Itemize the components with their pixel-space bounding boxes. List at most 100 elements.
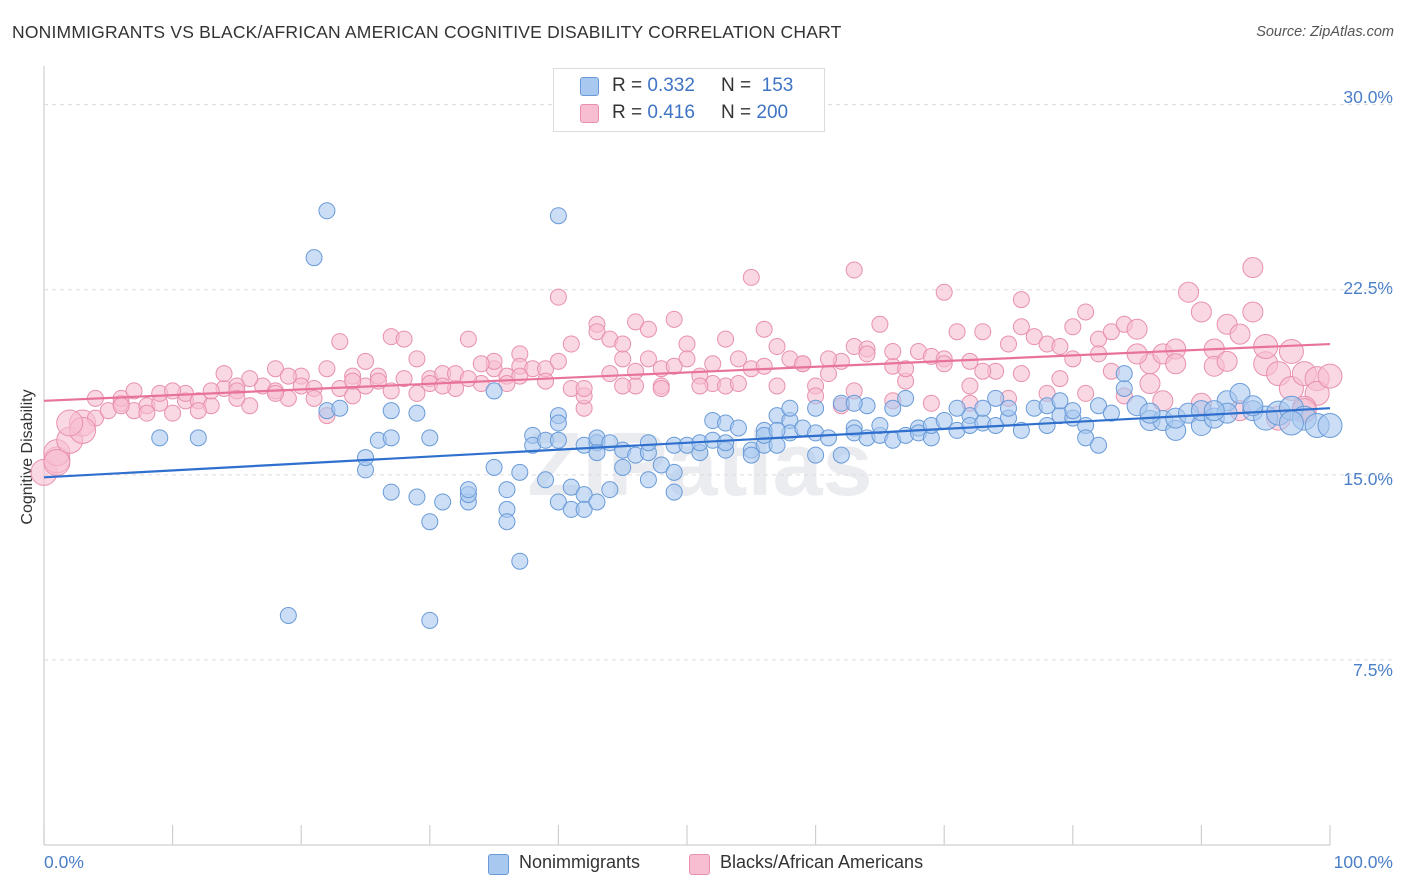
point-blacks	[819, 365, 837, 383]
point-blacks	[164, 382, 182, 400]
point-blacks	[164, 404, 182, 422]
n-value: 200	[756, 102, 789, 123]
point-blacks	[1165, 353, 1187, 375]
point-nonimmigrants	[421, 429, 439, 447]
point-nonimmigrants	[189, 429, 207, 447]
point-nonimmigrants	[1012, 421, 1030, 439]
point-nonimmigrants	[382, 483, 400, 501]
point-blacks	[614, 350, 632, 368]
point-blacks	[614, 377, 632, 395]
point-nonimmigrants	[408, 404, 426, 422]
point-nonimmigrants	[421, 513, 439, 531]
r-label: R =	[612, 75, 643, 96]
point-nonimmigrants	[987, 389, 1005, 407]
point-nonimmigrants	[729, 419, 747, 437]
point-blacks	[459, 370, 477, 388]
point-blacks	[1025, 328, 1043, 346]
point-nonimmigrants	[742, 446, 760, 464]
y-tick-label-15: 15.0%	[1343, 469, 1393, 489]
point-blacks	[1064, 350, 1082, 368]
point-nonimmigrants	[1242, 395, 1264, 417]
point-nonimmigrants	[575, 500, 593, 518]
point-nonimmigrants	[434, 493, 452, 511]
point-blacks	[43, 449, 71, 476]
point-blacks	[1229, 323, 1251, 345]
point-blacks	[768, 377, 786, 395]
point-blacks	[1102, 323, 1120, 341]
point-nonimmigrants	[485, 382, 503, 400]
x-tick-label-max: 100.0%	[1333, 852, 1393, 872]
point-nonimmigrants	[588, 493, 606, 511]
point-nonimmigrants	[549, 414, 567, 432]
point-nonimmigrants	[1090, 436, 1108, 454]
point-blacks	[742, 268, 760, 286]
y-tick-label-22-5: 22.5%	[1343, 278, 1393, 298]
point-nonimmigrants	[1317, 412, 1343, 438]
point-blacks	[279, 367, 297, 385]
n-label: N =	[721, 102, 752, 123]
point-nonimmigrants	[549, 207, 567, 225]
point-nonimmigrants	[279, 607, 297, 624]
point-blacks	[1051, 370, 1069, 388]
point-nonimmigrants	[897, 389, 915, 407]
point-blacks	[897, 360, 915, 378]
point-nonimmigrants	[601, 481, 619, 499]
point-blacks	[1126, 318, 1148, 340]
r-value: 0.416	[647, 102, 695, 123]
chart-title: NONIMMIGRANTS VS BLACK/AFRICAN AMERICAN …	[12, 22, 842, 42]
series-nonimmigrants-points	[151, 202, 1343, 629]
point-blacks	[639, 350, 657, 368]
point-nonimmigrants	[459, 481, 477, 499]
point-blacks	[575, 379, 593, 397]
point-blacks	[652, 379, 670, 397]
point-blacks	[1000, 335, 1017, 353]
series-legend: Nonimmigrants Blacks/African Americans	[0, 852, 1406, 878]
point-nonimmigrants	[807, 399, 825, 417]
point-nonimmigrants	[1229, 382, 1251, 404]
point-blacks	[1012, 318, 1030, 336]
point-blacks	[729, 350, 747, 368]
point-nonimmigrants	[781, 399, 799, 417]
legend-swatch-blue	[488, 854, 509, 875]
point-nonimmigrants	[768, 421, 786, 439]
point-blacks	[562, 335, 580, 353]
point-blacks	[266, 360, 284, 378]
point-blacks	[1317, 363, 1343, 389]
point-blacks	[768, 338, 786, 356]
point-blacks	[922, 394, 940, 412]
x-tick-label-min: 0.0%	[44, 852, 84, 872]
point-blacks	[665, 357, 683, 375]
point-blacks	[202, 382, 220, 400]
n-value: 153	[761, 75, 794, 96]
point-nonimmigrants	[498, 513, 516, 531]
point-nonimmigrants	[1077, 429, 1095, 447]
point-nonimmigrants	[768, 436, 786, 454]
point-blacks	[1242, 257, 1264, 279]
point-blacks	[729, 375, 747, 393]
trend-line-blacks	[43, 342, 1331, 402]
point-blacks	[56, 409, 84, 437]
point-nonimmigrants	[1203, 400, 1225, 422]
point-nonimmigrants	[318, 202, 336, 220]
point-nonimmigrants	[1090, 397, 1108, 415]
trend-line-nonimmigrants	[43, 407, 1331, 479]
point-blacks	[125, 382, 143, 400]
point-nonimmigrants	[819, 429, 837, 447]
point-blacks	[459, 330, 477, 348]
point-nonimmigrants	[549, 493, 567, 511]
point-blacks	[318, 360, 336, 378]
point-nonimmigrants	[151, 429, 169, 447]
point-nonimmigrants	[717, 434, 735, 452]
point-blacks	[344, 372, 362, 390]
point-blacks	[266, 384, 284, 402]
point-blacks	[794, 355, 812, 373]
point-blacks	[1051, 338, 1069, 356]
point-nonimmigrants	[807, 446, 825, 464]
n-label: N =	[721, 75, 752, 96]
point-blacks	[588, 323, 606, 341]
point-blacks	[871, 315, 889, 333]
point-blacks	[434, 377, 452, 395]
point-nonimmigrants	[511, 552, 529, 570]
point-nonimmigrants	[331, 399, 349, 417]
point-blacks	[1216, 350, 1238, 372]
